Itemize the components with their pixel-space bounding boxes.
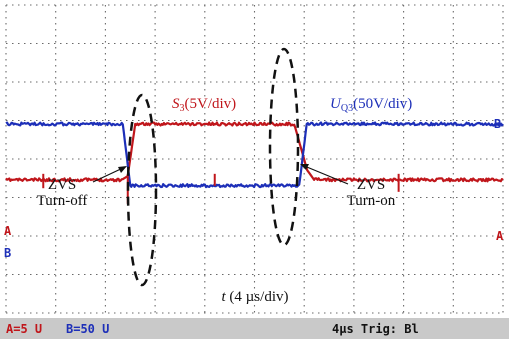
- channel-a-marker-right: A: [496, 229, 504, 243]
- x-axis-label: t (4 µs/div): [222, 289, 289, 305]
- channel-a-marker-left: A: [4, 224, 12, 238]
- trace-uq3: [5, 121, 504, 189]
- channel-markers: A B A B: [4, 117, 504, 260]
- status-bar-background: [0, 318, 509, 339]
- turn-on-label-line2: Turn-on: [347, 193, 396, 209]
- turn-on-arrowhead: [300, 164, 309, 170]
- series-labels: S3(5V/div) UQ3(50V/div) t (4 µs/div): [172, 96, 412, 305]
- status-timebase: 4µs Trig: Bl: [332, 322, 419, 336]
- callouts: ZVS Turn-off ZVS Turn-on: [37, 47, 396, 287]
- turn-off-ellipse: [126, 93, 158, 287]
- grid: [5, 4, 504, 314]
- turn-off-label-line2: Turn-off: [37, 193, 88, 209]
- series-label-uq3: UQ3(50V/div): [330, 96, 412, 114]
- turn-on-ellipse: [268, 47, 300, 247]
- turn-on-label-line1: ZVS: [357, 177, 385, 193]
- turn-on-arrow: [301, 164, 349, 185]
- turn-off-label-line1: ZVS: [48, 177, 76, 193]
- status-channel-a: A=5 U: [6, 322, 42, 336]
- channel-b-marker-left: B: [4, 246, 11, 260]
- turn-off-arrowhead: [118, 166, 127, 173]
- status-bar: A=5 U B=50 U 4µs Trig: Bl: [0, 318, 509, 339]
- status-channel-b: B=50 U: [66, 322, 109, 336]
- series-label-s3: S3(5V/div): [172, 96, 236, 114]
- channel-b-marker-right: B: [494, 117, 501, 131]
- trace-s3: [5, 121, 504, 183]
